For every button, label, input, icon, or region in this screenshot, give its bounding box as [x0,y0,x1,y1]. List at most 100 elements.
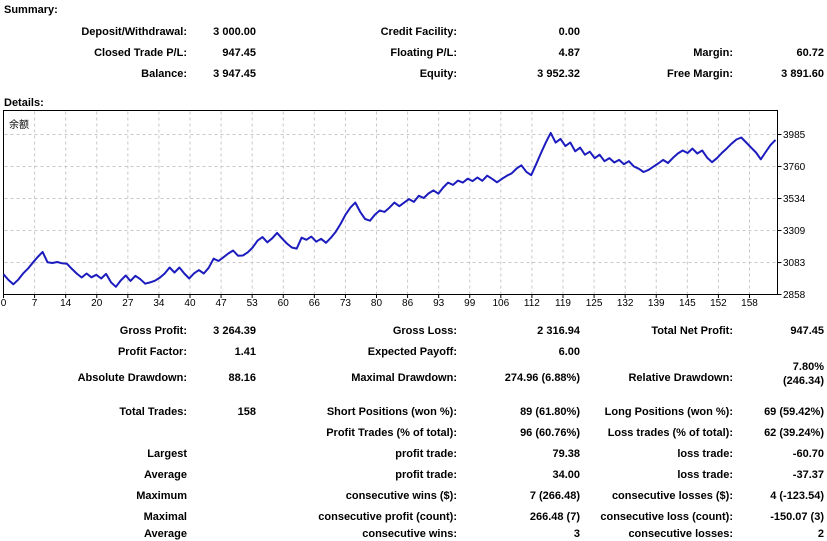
x-tick-label: 145 [679,298,696,309]
details-stat-value: 89 (61.80%) [520,406,580,418]
x-tick-label: 112 [524,298,540,309]
summary-stat-value: 4.87 [558,47,580,59]
summary-stat-value: 3 000.00 [213,26,256,38]
x-tick-label: 106 [492,298,509,309]
details-stat-label: profit trade: [395,469,457,481]
x-tick-label: 40 [184,298,196,309]
x-tick-label: 53 [247,298,259,309]
x-tick-label: 66 [309,298,321,309]
details-stat-label: Profit Factor: [117,346,187,358]
details-stat-label: Expected Payoff: [367,346,457,358]
x-tick-label: 152 [710,298,727,309]
y-tick-label: 3985 [783,130,806,141]
details-stat-label: Short Positions (won %): [326,406,457,418]
x-tick-label: 0 [1,298,7,309]
x-tick-label: 86 [402,298,414,309]
x-tick-label: 99 [464,298,476,309]
x-tick-label: 34 [153,298,165,309]
details-stat-label: loss trade: [677,469,733,481]
details-stat-value: 3 [573,528,580,540]
details-stat-value: 96 (60.76%) [520,427,580,439]
details-stat-label: loss trade: [677,448,733,460]
details-stat-label: Maximum [136,490,187,502]
details-stat-label: consecutive losses ($): [611,490,733,502]
x-tick-label: 158 [741,298,758,309]
details-stat-label: Profit Trades (% of total): [326,427,457,439]
details-stat-value: 69 (59.42%) [764,406,824,418]
details-stat-label: Maximal Drawdown: [351,372,457,384]
details-stat-value: 6.00 [558,346,580,358]
details-stat-label: Maximal [143,511,187,523]
x-tick-label: 14 [60,298,72,309]
details-stat-label: consecutive wins ($): [345,490,457,502]
x-tick-label: 20 [91,298,103,309]
details-stat-label: consecutive wins: [362,528,457,540]
summary-stat-value: 3 952.32 [537,68,580,80]
details-stat-value: -37.37 [792,469,824,481]
summary-stat-label: Free Margin: [666,68,733,80]
details-stat-value: 3 264.39 [213,325,256,337]
details-stat-label: Loss trades (% of total): [607,427,733,439]
x-tick-label: 73 [340,298,352,309]
details-stat-value: 266.48 (7) [529,511,580,523]
details-stat-label: Long Positions (won %): [604,406,733,418]
summary-stat-label: Balance: [141,68,187,80]
details-stat-value: 274.96 (6.88%) [504,372,580,384]
details-stat-value: 62 (39.24%) [764,427,824,439]
y-tick-label: 3760 [783,162,806,173]
details-stat-label: Gross Loss: [392,325,457,337]
summary-stat-label: Margin: [693,47,733,59]
y-tick-label: 3309 [783,226,806,237]
details-stat-value: 947.45 [790,325,824,337]
x-tick-label: 93 [433,298,445,309]
details-stat-value: 1.41 [234,346,256,358]
summary-stat-label: Closed Trade P/L: [94,47,187,59]
details-stat-label: Average [143,528,187,540]
details-stat-label: Average [143,469,187,481]
details-stat-value: -60.70 [792,448,824,460]
details-stat-label: Absolute Drawdown: [77,372,187,384]
summary-stat-label: Credit Facility: [380,26,457,38]
details-stat-label: Largest [147,448,187,460]
details-stat-label: Gross Profit: [119,325,187,337]
details-stat-label: consecutive profit (count): [318,511,457,523]
details-stat-label: profit trade: [395,448,457,460]
details-stat-value: 88.16 [228,372,256,384]
details-stat-label: Total Trades: [119,406,187,418]
y-tick-label: 3534 [783,194,806,205]
details-stat-value: 79.38 [552,448,580,460]
x-tick-label: 119 [555,298,571,309]
details-stat-label: Total Net Profit: [651,325,733,337]
details-stat-value: 34.00 [552,469,580,481]
x-tick-label: 80 [371,298,383,309]
balance-line [2,131,777,288]
x-tick-label: 47 [216,298,228,309]
summary-stat-label: Equity: [419,68,457,80]
y-tick-label: 2858 [783,290,806,301]
x-tick-label: 27 [122,298,134,309]
details-stat-value: 4 (-123.54) [770,490,824,502]
details-stat-value: 7.80% (246.34) [783,361,824,387]
summary-stat-value: 3 947.45 [213,68,256,80]
details-stat-value: -150.07 (3) [770,511,824,523]
x-tick-label: 139 [648,298,665,309]
details-stat-value: 2 316.94 [537,325,580,337]
summary-stat-value: 947.45 [222,47,256,59]
plot-border [3,110,778,295]
details-stat-value: 158 [237,406,256,418]
summary-stat-value: 60.72 [796,47,824,59]
details-stat-label: consecutive loss (count): [600,511,733,523]
summary-stat-label: Deposit/Withdrawal: [81,26,187,38]
summary-stat-value: 0.00 [558,26,580,38]
x-tick-label: 60 [278,298,290,309]
y-tick-label: 3083 [783,258,806,269]
details-stat-label: Relative Drawdown: [628,372,733,384]
chart-legend-label: 余额 [9,118,29,131]
x-tick-label: 7 [32,298,38,309]
x-tick-label: 125 [586,298,603,309]
summary-stat-value: 3 891.60 [781,68,824,80]
details-stat-label: consecutive losses: [628,528,733,540]
summary-heading: Summary: [4,4,58,16]
details-stat-value: 7 (266.48) [529,490,580,502]
summary-stat-label: Floating P/L: [390,47,457,59]
